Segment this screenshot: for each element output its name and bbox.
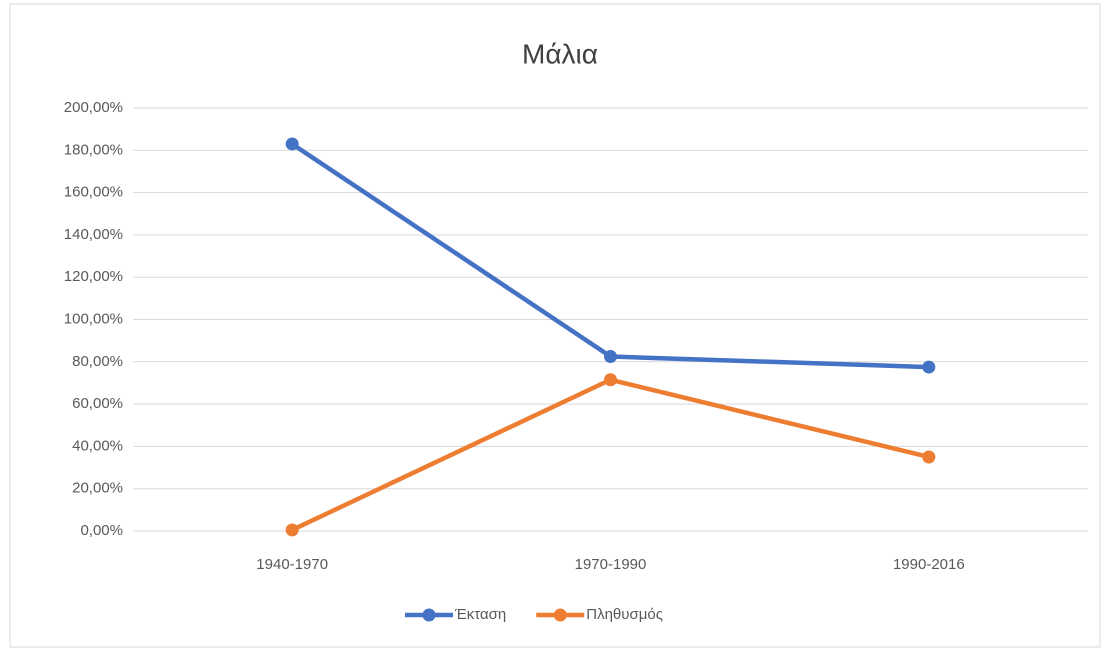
y-tick-label: 60,00% [72, 395, 123, 412]
chart-border [9, 3, 1101, 648]
legend-label: Έκταση [454, 606, 506, 623]
y-tick-label: 0,00% [80, 522, 123, 539]
y-tick-label: 100,00% [64, 310, 123, 327]
legend-marker [422, 608, 436, 622]
data-point [604, 350, 617, 364]
x-tick-label: 1970-1990 [575, 556, 647, 573]
y-tick-label: 40,00% [72, 437, 123, 454]
data-point [922, 450, 936, 464]
legend-label: Πληθυσμός [586, 606, 663, 623]
y-tick-label: 20,00% [72, 480, 123, 497]
y-tick-label: 140,00% [64, 226, 123, 243]
data-point [922, 360, 936, 374]
x-tick-label: 1940-1970 [256, 556, 328, 573]
chart-title: Μάλια [522, 38, 598, 69]
data-point [285, 137, 299, 151]
y-tick-label: 180,00% [64, 141, 123, 158]
y-tick-label: 120,00% [64, 268, 123, 285]
y-tick-label: 80,00% [72, 353, 123, 370]
y-tick-label: 200,00% [64, 99, 123, 116]
legend-marker [553, 608, 567, 622]
data-point [285, 523, 299, 537]
x-tick-label: 1990-2016 [893, 556, 965, 573]
y-tick-label: 160,00% [64, 184, 123, 201]
data-point [604, 373, 617, 387]
